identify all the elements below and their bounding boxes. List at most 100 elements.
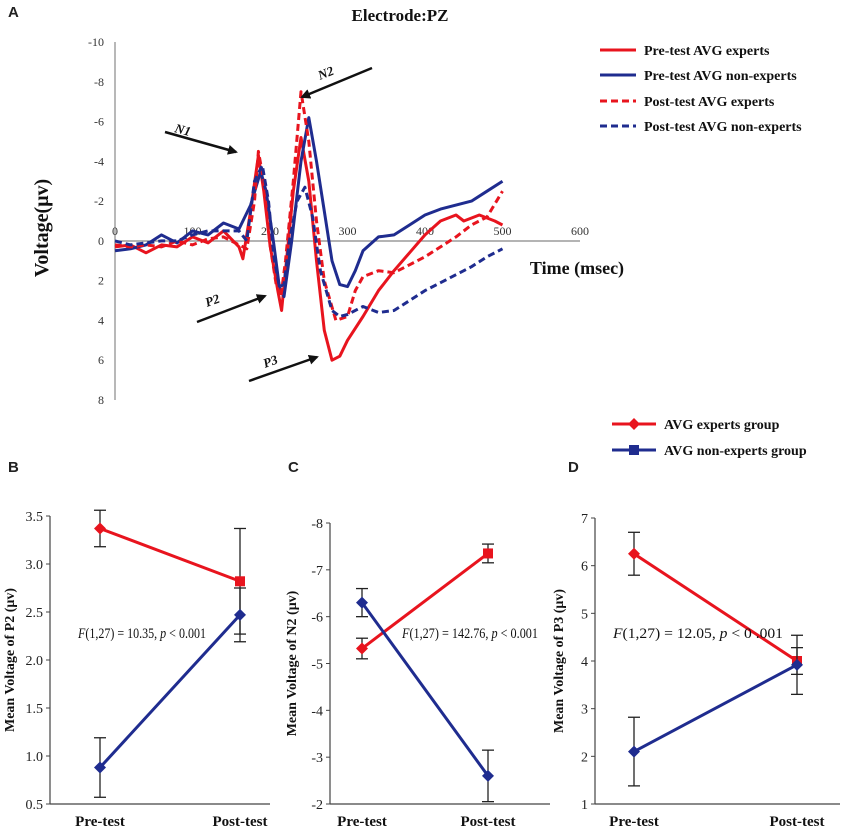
y-tick-label: -2 (311, 798, 323, 813)
y-tick-label: 1 (581, 798, 588, 813)
panel-label-b: B (8, 459, 19, 476)
data-point (235, 576, 245, 587)
data-point (628, 745, 640, 758)
x-tick-label: Post-test (461, 814, 516, 830)
y-tick-label: -2 (94, 194, 104, 208)
legend-bottom: AVG experts group AVG non-experts group (612, 418, 807, 459)
y-tick-label: 3 (581, 703, 588, 718)
y-tick-label: -8 (311, 517, 323, 532)
y-tick-label: -7 (311, 564, 323, 579)
p2-chart: 3.5 3.0 2.5 2.0 1.5 1.0 0.5 Pre-test Post-test Me… (3, 509, 270, 830)
data-point (356, 642, 368, 655)
n2-chart: -8 -7 -6 -5 -4 -3 -2 Pre-test Post-test Mean Volt… (285, 517, 550, 830)
y-tick-label: -4 (94, 154, 104, 168)
data-point (628, 547, 640, 560)
y-tick-label: 3.0 (26, 558, 44, 573)
y-tick-label: -3 (311, 751, 323, 766)
series-line-0 (114, 136, 504, 362)
series-line-1 (98, 613, 242, 769)
panel-label-d: D (568, 459, 579, 476)
n2-label: N2 (315, 63, 337, 83)
legend-label-2: Post-test AVG experts (644, 95, 775, 110)
x-tick-label: 500 (494, 224, 512, 238)
y-tick-label: 6 (98, 353, 104, 367)
data-point (94, 522, 106, 535)
waveform-series (114, 90, 504, 362)
x-tick-label: Post-test (213, 814, 268, 830)
y-tick-label: -6 (311, 611, 323, 626)
y-axis-label: Voltage(μv) (31, 179, 53, 277)
panel-label-a: A (8, 4, 19, 21)
legend-top: Pre-test AVG experts Pre-test AVG non-ex… (600, 44, 802, 135)
legend-label-0: Pre-test AVG experts (644, 44, 770, 59)
y-tick-label: 0.5 (26, 798, 44, 813)
y-tick-label: -6 (94, 115, 104, 129)
y-tick-label: 1.5 (26, 702, 44, 717)
legend-label-nonexperts: AVG non-experts group (664, 444, 807, 459)
series-line-0 (633, 552, 798, 663)
y-tick-label: 8 (98, 393, 104, 407)
panel-label-c: C (288, 459, 299, 476)
data-point (356, 596, 368, 609)
x-tick-label: Pre-test (609, 814, 659, 830)
data-point (94, 761, 106, 774)
f-statistic: F(1,27) = 10.35, p < 0.001 (77, 626, 206, 642)
y-tick-label: 1.0 (26, 750, 44, 765)
series-line-1 (114, 116, 504, 299)
f-statistic: F(1,27) = 142.76, p < 0.001 (401, 626, 538, 642)
y-tick-label: 4 (581, 655, 588, 670)
y-tick-label: 3.5 (26, 510, 44, 525)
f-statistic: F(1,27) = 12.05, p < 0 .001 (612, 626, 783, 642)
x-tick-label: 0 (112, 224, 118, 238)
y-axis-label: Mean Voltage of N2 (μv) (285, 590, 300, 736)
series-line-1 (360, 601, 490, 777)
y-tick-label: 0 (98, 234, 104, 248)
data-point (791, 658, 803, 671)
y-tick-labels: -10 -8 -6 -4 -2 0 2 4 6 8 (88, 35, 104, 407)
series-line-3 (114, 163, 504, 318)
legend-label-3: Post-test AVG non-experts (644, 120, 802, 135)
y-tick-label: -5 (311, 658, 323, 673)
n1-arrow (164, 130, 238, 155)
series-line-1 (633, 663, 798, 753)
y-tick-label: 2 (98, 274, 104, 288)
p3-label: P3 (261, 352, 280, 371)
y-axis-label: Mean Voltage of P3 (μv) (552, 589, 567, 733)
legend-label-1: Pre-test AVG non-experts (644, 69, 797, 84)
legend-marker-experts (628, 418, 640, 430)
x-tick-label: Post-test (770, 814, 825, 830)
p2-label: P2 (203, 291, 222, 310)
p3-arrow (248, 354, 319, 383)
y-tick-label: 7 (581, 512, 588, 527)
x-tick-label: 200 (261, 224, 279, 238)
y-tick-label: 4 (98, 313, 104, 327)
p2-arrow (196, 294, 267, 324)
series-line-2 (114, 90, 504, 322)
p3-chart: 7 6 5 4 3 2 1 Pre-test Post-test Mean Voltage of … (552, 512, 840, 830)
data-point (482, 769, 494, 782)
series-line-0 (99, 527, 241, 583)
x-axis-label: Time (msec) (530, 258, 624, 279)
x-tick-labels: 0 100 200 300 400 500 600 (112, 224, 589, 238)
y-axis-label: Mean Voltage of P2 (μv) (3, 588, 18, 732)
y-tick-label: 5 (581, 607, 588, 622)
y-tick-label: 2 (581, 750, 588, 765)
x-tick-label: Pre-test (337, 814, 387, 830)
x-tick-label: 300 (339, 224, 357, 238)
y-tick-label: -10 (88, 35, 104, 49)
y-tick-label: 2.5 (26, 606, 44, 621)
legend-marker-nonexperts (629, 445, 639, 455)
legend-label-experts: AVG experts group (664, 418, 780, 433)
y-tick-label: 2.0 (26, 654, 44, 669)
y-tick-label: -8 (94, 75, 104, 89)
x-tick-label: 400 (416, 224, 434, 238)
n2-arrow (300, 66, 373, 99)
chart-title: Electrode:PZ (352, 6, 449, 25)
n1-label: N1 (172, 120, 192, 139)
y-tick-label: -4 (311, 704, 323, 719)
data-point (234, 608, 246, 621)
x-tick-label: Pre-test (75, 814, 125, 830)
data-point (483, 548, 493, 559)
